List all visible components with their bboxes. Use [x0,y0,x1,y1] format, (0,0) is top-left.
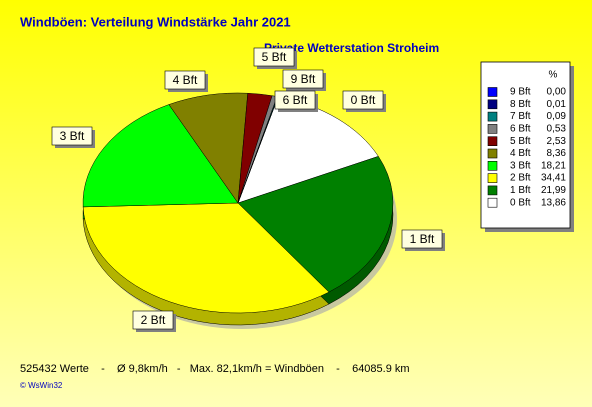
label-box [132,310,174,330]
legend-label: 4 Bft [510,148,531,159]
legend-swatch [487,173,498,183]
footer: 525432 Werte - Ø 9,8km/h - Max. 82,1km/h… [20,363,410,375]
slice-label: 1 Bft [410,232,435,246]
legend-value: 0,01 [547,99,567,110]
legend-value: 0,00 [547,87,567,98]
chart-title: Windböen: Verteilung Windstärke Jahr 202… [20,14,291,29]
legend-swatch [487,111,498,122]
label-box [253,47,295,67]
legend-swatch [487,185,498,196]
slice [82,202,330,314]
legend-value: 0,53 [547,124,567,135]
slice [237,156,394,293]
slice-label: 2 Bft [141,313,166,327]
legend-header: % [549,70,558,81]
legend-label: 6 Bft [510,124,531,135]
legend-label: 8 Bft [510,99,531,110]
legend-swatch [487,197,498,208]
slice-label: 6 Bft [283,93,308,107]
slice-label: 0 Bft [351,93,376,107]
legend-label: 0 Bft [510,197,531,208]
slice-label: 3 Bft [60,129,85,143]
legend-label: 9 Bft [510,87,531,98]
legend-swatch [487,148,498,159]
slice [82,104,239,208]
legend-swatch [487,161,498,171]
slice-label: 5 Bft [262,50,287,64]
label-box [51,126,93,146]
legend-swatch [487,99,498,110]
legend-value: 34,41 [541,173,566,184]
legend-value: 8,36 [547,148,567,159]
credit: © WsWin32 [20,381,63,390]
label-box [342,90,384,110]
slice-label: 4 Bft [173,73,198,87]
legend-value: 18,21 [541,160,566,171]
legend-swatch [487,124,498,134]
label-box [274,90,316,110]
legend-label: 5 Bft [510,136,531,147]
label-box [282,69,324,89]
legend-swatch [487,136,498,146]
legend-value: 21,99 [541,185,566,196]
legend-value: 13,86 [541,197,566,208]
legend-label: 2 Bft [510,173,531,184]
legend-value: 2,53 [547,136,567,147]
label-box [164,70,206,90]
legend-value: 0,09 [547,111,567,122]
legend-swatch [487,87,498,97]
legend-label: 3 Bft [510,160,531,171]
legend-label: 7 Bft [510,111,531,122]
slice-label: 9 Bft [291,72,316,86]
chart-subtitle: Private Wetterstation Stroheim [264,41,439,55]
label-box [401,229,443,249]
legend-label: 1 Bft [510,185,531,196]
